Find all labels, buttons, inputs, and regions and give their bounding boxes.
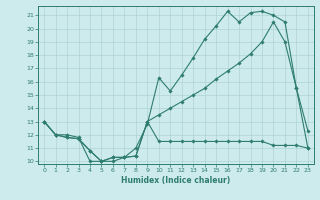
X-axis label: Humidex (Indice chaleur): Humidex (Indice chaleur): [121, 176, 231, 185]
